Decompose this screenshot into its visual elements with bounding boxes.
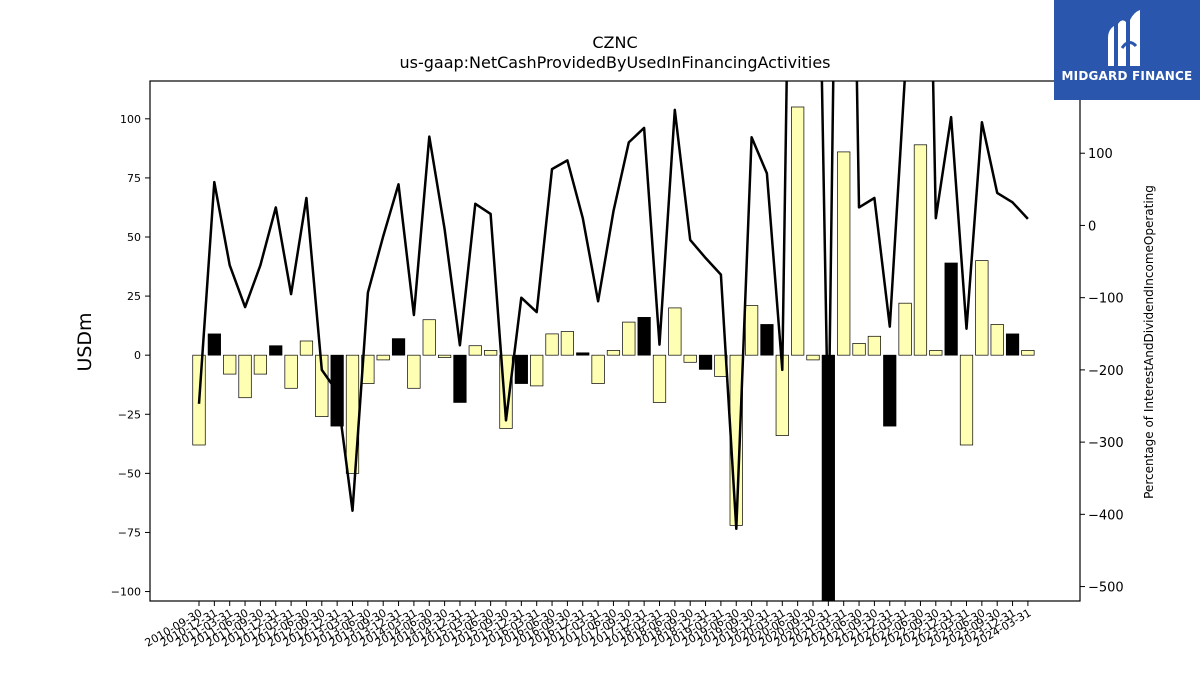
bar [944,262,958,356]
bar [791,106,805,356]
bar [376,354,390,361]
left-tick-label: −75 [118,526,141,539]
bar [821,354,835,601]
bar [606,350,621,356]
plot-frame [149,80,1081,602]
bar [299,340,314,356]
bar [852,343,866,356]
bar [223,354,237,375]
bar [545,333,559,356]
right-tick-label: 100 [1088,147,1113,162]
bar [407,354,421,389]
bar [668,307,682,356]
line-series [197,81,1029,531]
bar [806,354,820,361]
left-tick-label: 25 [127,290,141,303]
right-tick-label: −100 [1088,292,1124,307]
bar [560,331,575,356]
bar [929,350,943,356]
brand-logo: MIDGARD FINANCE [1054,0,1200,100]
left-axis-ticks: −100 −75 −50 −25 0 25 50 75 100 [111,113,150,599]
right-tick-label: −500 [1088,581,1124,596]
bar [637,317,651,356]
bar [591,354,605,384]
chart-subtitle: us-gaap:NetCashProvidedByUsedInFinancing… [399,53,830,72]
midgard-logo-icon [1108,10,1140,66]
right-tick-label: −300 [1088,436,1124,451]
left-tick-label: 100 [120,113,141,126]
bar [269,345,283,356]
left-tick-label: 0 [134,349,141,362]
bar [253,354,267,375]
left-tick-label: 50 [127,231,141,244]
x-axis-ticks: 2010-09-302010-12-312011-03-312011-06-30… [143,601,1033,650]
bar [698,354,713,370]
bar [867,335,882,356]
bar [760,324,774,356]
bar [622,321,636,356]
bar [453,354,467,403]
bar [975,260,989,356]
bar [744,305,759,356]
bar [238,354,252,399]
bar [207,333,221,356]
series-line [197,81,1029,531]
left-tick-label: −100 [111,586,141,599]
bar [468,345,482,356]
bar [315,354,329,417]
bar [284,354,298,389]
right-tick-label: 0 [1088,219,1096,234]
bar [883,354,897,427]
bar [1005,333,1020,356]
brand-name: MIDGARD FINANCE [1061,69,1193,83]
y-axis-label: USDm [74,312,96,371]
bar [530,354,544,387]
bar [959,354,974,446]
bar-series [192,106,1035,601]
left-tick-label: −25 [118,408,141,421]
bar [576,352,590,356]
bar [837,151,851,356]
right-axis-label: Percentage of InterestAndDividendIncomeO… [1142,185,1156,499]
left-tick-label: −50 [118,467,141,480]
bar [422,319,436,356]
right-tick-label: −200 [1088,364,1124,379]
bar [990,324,1004,356]
bar [898,302,912,356]
bar [514,354,528,384]
bar [438,354,452,358]
bar [1021,350,1035,356]
bar [652,354,667,403]
left-tick-label: 75 [127,172,141,185]
chart-title: CZNC [592,33,637,52]
bar [484,350,498,356]
right-axis-ticks: −500 −400 −300 −200 −100 0 100 [1080,147,1124,596]
bar [913,144,928,356]
bar [391,338,406,356]
right-tick-label: −400 [1088,508,1124,523]
bar [683,354,697,363]
